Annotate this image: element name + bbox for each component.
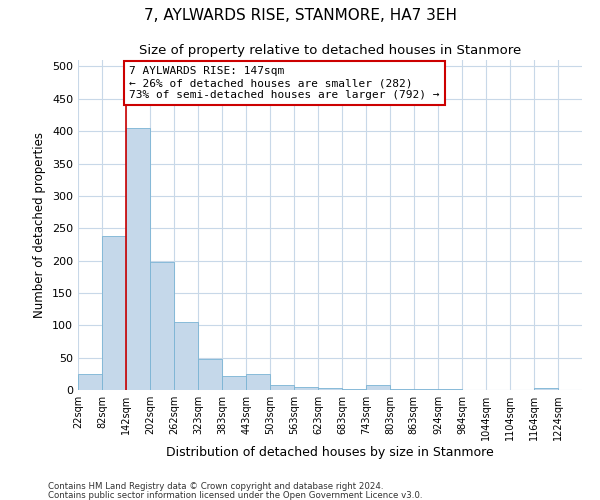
Bar	[222, 376, 246, 390]
Bar	[534, 388, 558, 390]
X-axis label: Distribution of detached houses by size in Stanmore: Distribution of detached houses by size …	[166, 446, 494, 459]
Bar	[294, 387, 318, 390]
Bar	[414, 388, 438, 390]
Bar	[174, 322, 198, 390]
Bar	[246, 374, 270, 390]
Bar	[198, 359, 222, 390]
Text: 7, AYLWARDS RISE, STANMORE, HA7 3EH: 7, AYLWARDS RISE, STANMORE, HA7 3EH	[143, 8, 457, 22]
Bar	[102, 236, 126, 390]
Text: Contains HM Land Registry data © Crown copyright and database right 2024.: Contains HM Land Registry data © Crown c…	[48, 482, 383, 491]
Bar	[150, 262, 174, 390]
Text: 7 AYLWARDS RISE: 147sqm
← 26% of detached houses are smaller (282)
73% of semi-d: 7 AYLWARDS RISE: 147sqm ← 26% of detache…	[129, 66, 440, 100]
Bar	[318, 388, 342, 390]
Bar	[390, 388, 414, 390]
Bar	[78, 374, 102, 390]
Y-axis label: Number of detached properties: Number of detached properties	[34, 132, 46, 318]
Bar	[366, 385, 390, 390]
Bar	[342, 388, 366, 390]
Bar	[126, 128, 150, 390]
Title: Size of property relative to detached houses in Stanmore: Size of property relative to detached ho…	[139, 44, 521, 58]
Text: Contains public sector information licensed under the Open Government Licence v3: Contains public sector information licen…	[48, 490, 422, 500]
Bar	[270, 385, 294, 390]
